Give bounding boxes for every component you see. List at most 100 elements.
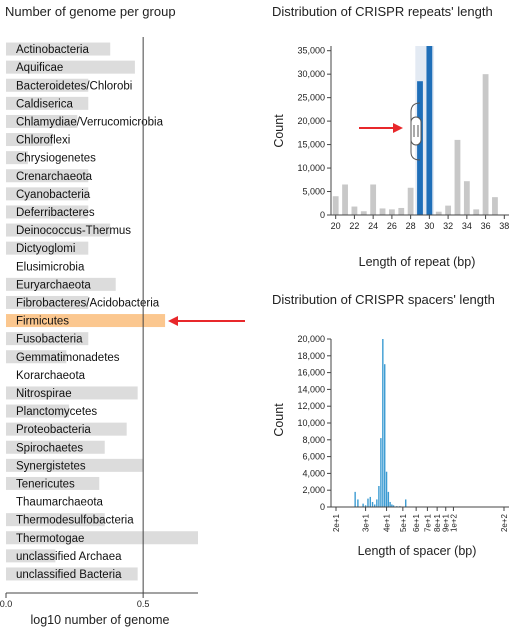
- spacer-bar[interactable]: [382, 339, 384, 507]
- repeat-bar[interactable]: [417, 81, 423, 215]
- spacer-bar[interactable]: [374, 504, 376, 507]
- genome-bar[interactable]: [6, 295, 89, 309]
- spacer-x-tick-label: 8e+1: [433, 513, 442, 532]
- spacer-bar[interactable]: [384, 364, 386, 507]
- spacer-bar[interactable]: [391, 504, 393, 507]
- repeat-bar[interactable]: [332, 196, 339, 215]
- repeat-x-tick-label: 38: [499, 221, 509, 231]
- repeat-x-tick-label: 20: [331, 221, 341, 231]
- spacer-y-tick-label: 0: [320, 502, 325, 512]
- genome-category-label: Fusobacteria: [16, 334, 83, 346]
- genome-bar[interactable]: [6, 169, 89, 183]
- spacer-bar[interactable]: [405, 499, 407, 507]
- spacer-bar[interactable]: [392, 505, 395, 507]
- spacer-bar[interactable]: [385, 471, 388, 507]
- repeat-bar[interactable]: [482, 74, 489, 216]
- spacer-x-tick-label: 4e+1: [383, 513, 392, 532]
- repeat-bar[interactable]: [473, 209, 480, 215]
- spacer-y-tick-label: 8,000: [302, 435, 325, 445]
- repeat-bar[interactable]: [342, 184, 348, 215]
- genome-bar[interactable]: [6, 42, 111, 56]
- genome-bar[interactable]: [6, 458, 144, 472]
- genome-category-label: Fibrobacteres/Acidobacteria: [16, 297, 160, 309]
- spacer-x-tick-label: 6e+1: [412, 513, 421, 532]
- spacer-bar[interactable]: [380, 438, 382, 507]
- genome-bar[interactable]: [6, 549, 56, 563]
- repeat-bar[interactable]: [388, 209, 395, 215]
- genome-category-label: Crenarchaeota: [16, 171, 93, 183]
- genome-bar[interactable]: [6, 332, 89, 346]
- repeat-x-tick-label: 26: [387, 221, 397, 231]
- genome-bar[interactable]: [6, 513, 105, 527]
- genome-chart-title: Number of genome per group: [5, 4, 176, 19]
- spacer-chart-title: Distribution of CRISPR spacers' length: [272, 292, 495, 307]
- genome-bar[interactable]: [6, 241, 89, 255]
- genome-bar[interactable]: [6, 277, 116, 291]
- genome-bar[interactable]: [6, 114, 78, 128]
- repeat-bar[interactable]: [379, 208, 386, 215]
- spacer-y-tick-label: 6,000: [302, 452, 325, 462]
- genome-category-label: Thermotogae: [16, 533, 84, 545]
- firmicutes-arrow: [168, 316, 245, 326]
- spacer-y-tick-label: 16,000: [297, 368, 325, 378]
- spacer-bar[interactable]: [364, 505, 367, 507]
- spacer-bar[interactable]: [362, 503, 364, 507]
- repeat-bar[interactable]: [407, 187, 414, 215]
- repeat-bar[interactable]: [398, 207, 405, 215]
- genome-category-label: Dictyoglomi: [16, 243, 75, 255]
- genome-bar[interactable]: [6, 476, 100, 490]
- spacer-bar[interactable]: [389, 501, 391, 507]
- genome-category-label: unclassified Archaea: [16, 551, 122, 563]
- repeat-chart-title: Distribution of CRISPR repeats' length: [272, 4, 493, 19]
- spacer-bar[interactable]: [369, 496, 371, 507]
- spacer-bar[interactable]: [387, 491, 390, 507]
- genome-bar[interactable]: [6, 404, 70, 418]
- repeat-bar[interactable]: [492, 197, 498, 215]
- spacer-bar[interactable]: [354, 491, 356, 507]
- genome-x-axis-label: log10 number of genome: [31, 613, 170, 627]
- repeat-bar[interactable]: [463, 181, 470, 215]
- spacer-y-axis-label: Count: [272, 403, 286, 437]
- genome-bar[interactable]: [6, 314, 166, 328]
- spacer-bar[interactable]: [376, 499, 378, 507]
- genome-x-tick-label: 0.5: [137, 599, 150, 609]
- spacer-bar[interactable]: [378, 486, 380, 507]
- repeat-bar[interactable]: [351, 206, 358, 215]
- genome-category-label: Proteobacteria: [16, 424, 91, 436]
- genome-bar[interactable]: [6, 96, 89, 110]
- genome-bar[interactable]: [6, 205, 89, 219]
- genome-bar[interactable]: [6, 78, 89, 92]
- genome-bar[interactable]: [6, 151, 28, 165]
- genome-x-tick-label: 0.0: [0, 599, 12, 609]
- repeat-bar[interactable]: [445, 205, 452, 215]
- repeat-bar[interactable]: [435, 211, 442, 215]
- genome-bar[interactable]: [6, 386, 138, 400]
- genome-bar[interactable]: [6, 133, 53, 147]
- genome-per-group-chart: Number of genome per group Actinobacteri…: [0, 4, 245, 627]
- genome-category-label: Deferribacteres: [16, 207, 95, 219]
- genome-category-label: Bacteroidetes/Chlorobi: [16, 80, 132, 92]
- repeat-brush-handle[interactable]: [410, 102, 422, 161]
- genome-bar[interactable]: [6, 187, 89, 201]
- genome-bar[interactable]: [6, 60, 135, 74]
- spacer-y-tick-label: 14,000: [297, 384, 325, 394]
- repeat-bar[interactable]: [426, 46, 433, 215]
- repeat-bar[interactable]: [454, 139, 461, 215]
- spacer-bar[interactable]: [357, 499, 359, 507]
- genome-bar[interactable]: [6, 422, 127, 436]
- repeat-bar[interactable]: [360, 211, 367, 215]
- genome-bar[interactable]: [6, 531, 198, 545]
- genome-bar[interactable]: [6, 440, 105, 454]
- genome-bar[interactable]: [6, 350, 67, 364]
- spacer-bar[interactable]: [367, 498, 369, 507]
- genome-category-label: Chrysiogenetes: [16, 153, 96, 165]
- repeat-length-chart: Distribution of CRISPR repeats' length 0…: [272, 4, 509, 269]
- genome-bar[interactable]: [6, 567, 138, 581]
- genome-bar[interactable]: [6, 223, 111, 237]
- repeat-bar[interactable]: [370, 184, 377, 215]
- spacer-bar[interactable]: [371, 501, 374, 507]
- genome-category-label: Firmicutes: [16, 316, 69, 328]
- genome-category-label: Thermodesulfobacteria: [16, 515, 134, 527]
- repeat-x-tick-label: 24: [368, 221, 378, 231]
